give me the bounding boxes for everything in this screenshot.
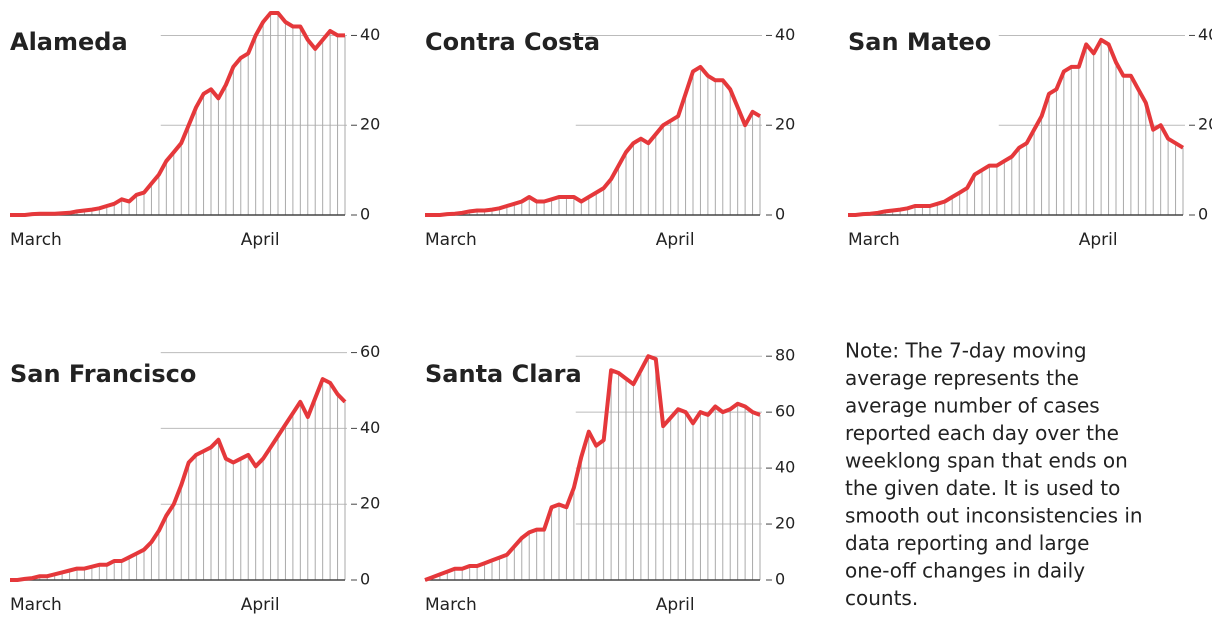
y-tick-label: 40 xyxy=(1198,25,1212,44)
series-line xyxy=(848,37,1185,217)
note-line: reported each day over the xyxy=(845,421,1119,445)
y-tick-label: 20 xyxy=(775,514,795,533)
series-line xyxy=(10,11,345,217)
note-line: average represents the xyxy=(845,366,1079,390)
y-tick-label: 20 xyxy=(360,115,380,134)
note-line: smooth out inconsistencies in xyxy=(845,504,1143,528)
x-tick-label: March xyxy=(10,230,62,250)
y-tick-label: 0 xyxy=(775,205,785,224)
series-line xyxy=(425,64,762,217)
x-tick-label: April xyxy=(656,230,695,250)
chart-title: Contra Costa xyxy=(425,28,600,56)
y-tick-label: 40 xyxy=(360,418,380,437)
y-tick-label: 20 xyxy=(775,115,795,134)
note-line: counts. xyxy=(845,586,918,610)
x-tick-label: April xyxy=(241,595,280,615)
y-tick-label: 40 xyxy=(775,25,795,44)
x-tick-label: March xyxy=(848,230,900,250)
y-tick-label: 0 xyxy=(360,570,370,589)
note-line: the given date. It is used to xyxy=(845,476,1120,500)
note-line: one-off changes in daily xyxy=(845,559,1085,583)
x-tick-label: March xyxy=(425,230,477,250)
series-line xyxy=(10,377,347,582)
y-tick-label: 20 xyxy=(360,494,380,513)
y-tick-label: 0 xyxy=(775,570,785,589)
y-tick-label: 80 xyxy=(775,346,795,365)
y-tick-label: 0 xyxy=(360,205,370,224)
x-tick-label: March xyxy=(10,595,62,615)
y-tick-label: 40 xyxy=(775,458,795,477)
chart-title: Alameda xyxy=(10,28,128,56)
chart-title: San Mateo xyxy=(848,28,991,56)
note-line: weeklong span that ends on xyxy=(845,449,1128,473)
note-line: data reporting and large xyxy=(845,531,1089,555)
y-tick-label: 40 xyxy=(360,25,380,44)
y-tick-label: 0 xyxy=(1198,205,1208,224)
y-tick-label: 60 xyxy=(775,402,795,421)
series-line xyxy=(424,354,761,582)
note-line: Note: The 7-day moving xyxy=(845,339,1087,363)
chart-title: Santa Clara xyxy=(425,360,582,388)
x-tick-label: March xyxy=(425,595,477,615)
y-tick-label: 20 xyxy=(1198,115,1212,134)
x-tick-label: April xyxy=(656,595,695,615)
x-tick-label: April xyxy=(241,230,280,250)
chart-title: San Francisco xyxy=(10,360,196,388)
note-line: average number of cases xyxy=(845,394,1100,418)
y-tick-label: 60 xyxy=(360,342,380,361)
x-tick-label: April xyxy=(1079,230,1118,250)
